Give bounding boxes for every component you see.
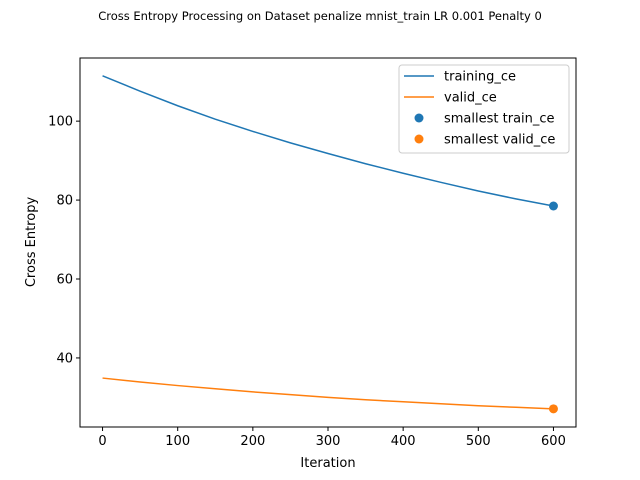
series-layer <box>102 75 558 414</box>
legend-label: smallest train_ce <box>444 112 555 127</box>
scatter-point-smallest-train-ce <box>548 201 558 211</box>
x-axis-ticks: 0 100 200 300 400 500 600 <box>98 427 566 449</box>
y-axis-ticks: 40 60 80 100 <box>48 115 80 366</box>
legend-label: training_ce <box>444 70 516 85</box>
scatter-point-smallest-valid-ce <box>548 404 558 414</box>
x-tick-label: 200 <box>240 434 265 449</box>
y-tick-label: 60 <box>56 273 73 288</box>
legend-marker-smallest-valid-ce <box>414 134 424 144</box>
legend-items: training_ce valid_ce smallest train_cesmal… <box>404 70 555 148</box>
y-tick-label: 40 <box>56 351 73 366</box>
x-tick-label: 100 <box>165 434 190 449</box>
x-tick-label: 400 <box>391 434 416 449</box>
legend: training_ce valid_ce smallest train_cesmal… <box>398 64 570 154</box>
series-line-valid-ce <box>102 377 554 410</box>
x-axis-label: Iteration <box>300 456 355 471</box>
x-tick-label: 500 <box>466 434 491 449</box>
chart-title: Cross Entropy Processing on Dataset pena… <box>98 9 542 23</box>
x-tick-label: 0 <box>98 434 106 449</box>
y-tick-label: 80 <box>56 194 73 209</box>
legend-box <box>398 64 570 154</box>
legend-marker-smallest-train-ce <box>414 113 424 123</box>
y-axis-label: Cross Entropy <box>24 197 39 288</box>
x-tick-label: 600 <box>541 434 566 449</box>
x-tick-label: 300 <box>316 434 341 449</box>
legend-label: smallest valid_ce <box>444 133 555 148</box>
series-line-training-ce <box>102 75 554 207</box>
legend-label: valid_ce <box>444 91 497 106</box>
y-tick-label: 100 <box>48 115 73 130</box>
